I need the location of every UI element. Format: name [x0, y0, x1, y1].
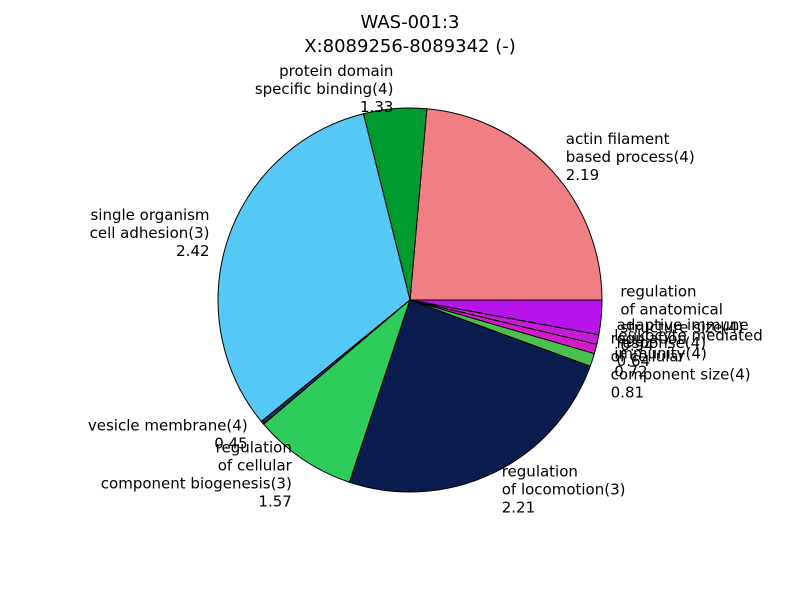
pie-slice	[409, 299, 603, 336]
slice-label: 0.81	[611, 383, 644, 401]
slice-label: immunity(4)	[614, 344, 707, 362]
slice-label: 0.72	[614, 362, 647, 380]
slice-label: regulation	[216, 439, 292, 457]
slice-label: regulation	[611, 329, 687, 347]
slice-label: adaptive immune	[617, 316, 749, 334]
slice-label: specific binding(4)	[255, 80, 394, 98]
slice-label: cell adhesion(3)	[90, 224, 210, 242]
chart-title: X:8089256-8089342 (-)	[304, 36, 515, 57]
slice-label: single organism	[90, 206, 209, 224]
slice-label: response(4)	[617, 334, 706, 352]
slice-label: regulation	[502, 463, 578, 481]
slice-label: 2.21	[502, 499, 535, 517]
pie-slice	[262, 298, 412, 483]
slice-label: actin filament	[566, 130, 670, 148]
slice-label: component size(4)	[611, 365, 751, 383]
slice-label: protein domain	[279, 62, 393, 80]
slice-label: regulation	[620, 283, 696, 301]
slice-label: leukocyte mediated	[614, 326, 763, 344]
slice-label: of cellular	[218, 457, 293, 475]
slice-label: 0.94	[620, 337, 653, 355]
slice-label: vesicle membrane(4)	[88, 417, 248, 435]
chart-title: WAS-001:3	[361, 12, 460, 33]
pie-slice	[409, 108, 603, 301]
pie-slice	[217, 113, 411, 423]
slice-label: structure size(4)	[620, 319, 743, 337]
slice-label: 1.57	[258, 493, 291, 511]
slice-label: 0.64	[617, 352, 650, 370]
slice-label: component biogenesis(3)	[101, 475, 292, 493]
slice-label: 0.45	[214, 435, 247, 453]
slice-label: of cellular	[611, 347, 686, 365]
slice-label: based process(4)	[566, 148, 695, 166]
slice-label: 1.33	[360, 98, 393, 116]
slice-label: of anatomical	[620, 301, 723, 319]
slice-label: of locomotion(3)	[502, 481, 626, 499]
slice-label: 2.42	[176, 242, 209, 260]
pie-slice	[348, 299, 591, 493]
slice-label: 2.19	[566, 166, 599, 184]
